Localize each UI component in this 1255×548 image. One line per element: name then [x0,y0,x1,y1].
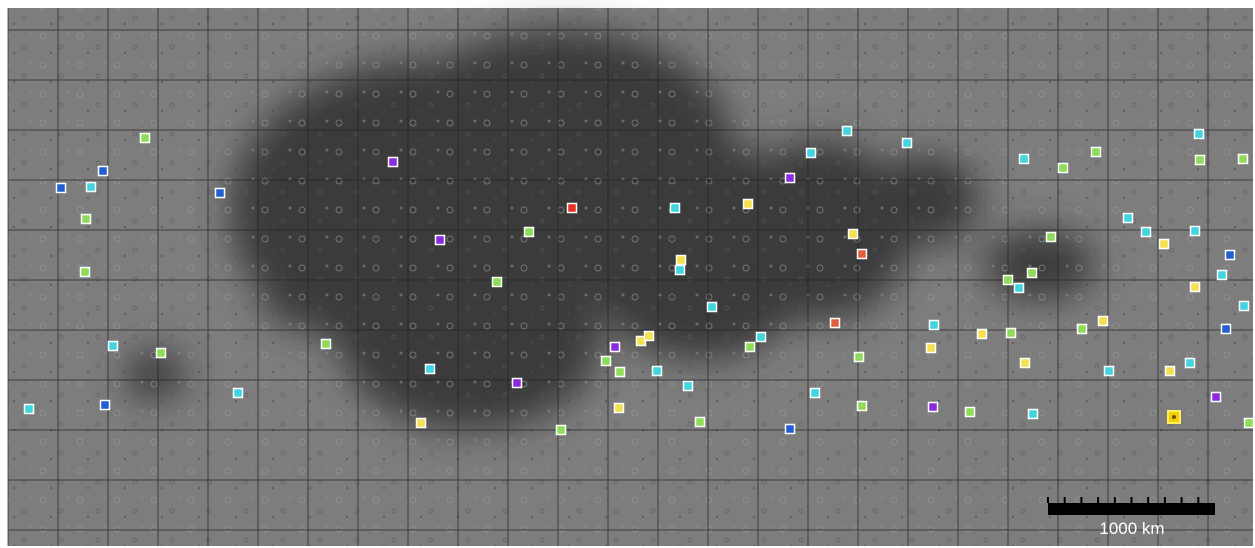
site-marker [682,380,694,392]
site-marker [1097,315,1109,327]
site-marker [694,416,706,428]
site-marker [511,377,523,389]
site-marker [809,387,821,399]
scale-label: 1000 km [1099,519,1164,538]
site-marker [1184,357,1196,369]
site-marker [856,248,868,260]
site-marker [669,202,681,214]
site-marker [744,341,756,353]
site-marker [1013,282,1025,294]
site-marker [85,181,97,193]
site-marker [55,182,67,194]
site-marker [232,387,244,399]
site-marker [80,213,92,225]
craters [8,8,1253,546]
site-marker [805,147,817,159]
site-marker [856,400,868,412]
scale-bar-rect [1048,503,1215,515]
site-marker [415,417,427,429]
site-marker [79,266,91,278]
site-marker [1005,327,1017,339]
site-marker [387,156,399,168]
site-marker [841,125,853,137]
site-marker [99,399,111,411]
site-marker [1140,226,1152,238]
site-marker [1243,417,1255,429]
site-marker [155,347,167,359]
site-marker [566,202,578,214]
site-marker [1122,212,1134,224]
site-marker [107,340,119,352]
site-marker [1220,323,1232,335]
site-marker [1189,281,1201,293]
site-marker [1193,128,1205,140]
site-marker [23,403,35,415]
site-marker [674,264,686,276]
site-marker [1002,274,1014,286]
site-marker [853,351,865,363]
site-marker [1158,238,1170,250]
site-marker [1019,357,1031,369]
site-marker [742,198,754,210]
grid [7,8,1253,546]
selected-site-dot [1172,415,1176,419]
site-marker [1238,300,1250,312]
site-marker [964,406,976,418]
site-marker [214,187,226,199]
site-marker [139,132,151,144]
site-marker [97,165,109,177]
site-marker [829,317,841,329]
site-marker [523,226,535,238]
site-marker [1164,365,1176,377]
scale-bar: 1000 km [1047,497,1215,538]
site-marker [320,338,332,350]
site-marker [1216,269,1228,281]
site-marker [609,341,621,353]
site-marker [901,137,913,149]
site-marker [613,402,625,414]
site-marker [1045,231,1057,243]
site-marker [1057,162,1069,174]
site-marker [675,254,687,266]
site-marker [491,276,503,288]
site-marker [1189,225,1201,237]
site-marker [847,228,859,240]
site-marker [976,328,988,340]
site-marker [1027,408,1039,420]
site-marker [1237,153,1249,165]
site-marker [706,301,718,313]
site-marker [1076,323,1088,335]
site-marker [424,363,436,375]
site-marker [784,172,796,184]
site-marker [1103,365,1115,377]
site-marker [434,234,446,246]
site-marker [1090,146,1102,158]
site-marker [1018,153,1030,165]
site-marker [614,366,626,378]
site-marker [927,401,939,413]
site-marker [1210,391,1222,403]
site-marker [1194,154,1206,166]
site-marker [1224,249,1236,261]
site-marker [928,319,940,331]
site-marker [1026,267,1038,279]
site-marker [643,330,655,342]
site-marker [755,331,767,343]
markers [23,125,1255,436]
site-marker [555,424,567,436]
site-marker [925,342,937,354]
site-marker [600,355,612,367]
site-marker [784,423,796,435]
site-marker [651,365,663,377]
